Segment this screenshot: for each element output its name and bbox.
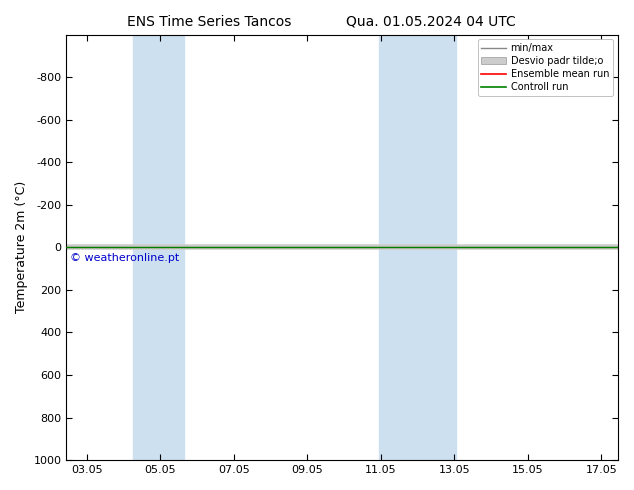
Bar [379,35,456,460]
Text: ENS Time Series Tancos: ENS Time Series Tancos [127,15,292,29]
Bar [133,35,184,460]
Y-axis label: Temperature 2m (°C): Temperature 2m (°C) [15,181,28,314]
Text: © weatheronline.pt: © weatheronline.pt [70,253,179,263]
Legend: min/max, Desvio padr tilde;o, Ensemble mean run, Controll run: min/max, Desvio padr tilde;o, Ensemble m… [477,40,613,96]
Text: Qua. 01.05.2024 04 UTC: Qua. 01.05.2024 04 UTC [346,15,516,29]
